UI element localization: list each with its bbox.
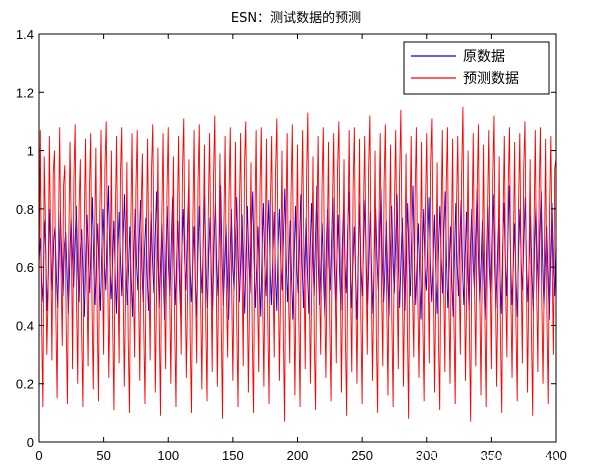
watermark: CSDN @fpga&matlab [420,451,559,466]
y-tick-label: 1.2 [16,85,34,100]
legend-label-predicted: 预测数据 [463,71,519,87]
x-tick-label: 400 [545,448,567,463]
x-axis: 0 50 100 150 200 250 300 350 400 [35,34,567,463]
y-tick-label: 0 [27,435,34,450]
x-tick-label: 150 [222,448,244,463]
series-line-predicted [38,106,557,422]
x-tick-label: 0 [35,448,42,463]
legend: 原数据 预测数据 [403,41,550,95]
y-tick-label: 0.4 [16,318,34,333]
x-tick-label: 50 [96,448,110,463]
legend-box [403,41,550,95]
y-tick-label: 0.6 [16,260,34,275]
x-tick-label: 250 [351,448,373,463]
x-tick-label: 200 [287,448,309,463]
y-tick-label: 1.4 [16,27,34,42]
y-tick-label: 0.2 [16,377,34,392]
chart-title: ESN：测试数据的预测 [231,10,361,26]
y-tick-label: 0.8 [16,202,34,217]
legend-label-original: 原数据 [463,49,505,65]
y-tick-label: 1 [27,144,34,159]
x-tick-label: 350 [481,448,503,463]
y-axis: 0 0.2 0.4 0.6 0.8 1 1.2 1.4 [16,27,556,450]
x-tick-label: 100 [157,448,179,463]
plot-area [38,106,557,422]
x-tick-label: 300 [416,448,438,463]
series-line-original [38,185,557,320]
